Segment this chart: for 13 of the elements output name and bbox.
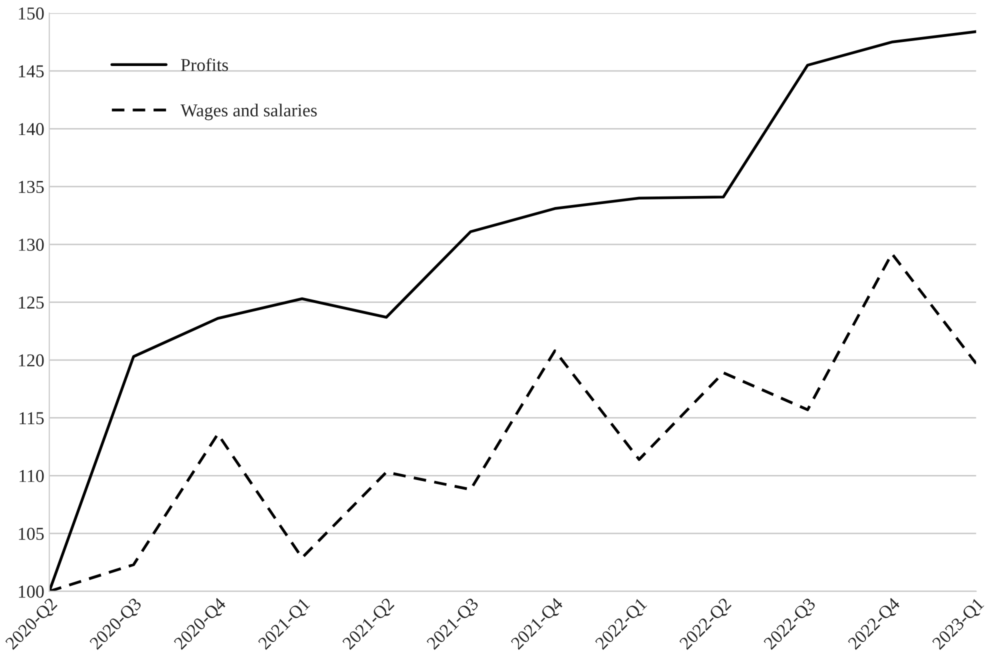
- y-tick-label: 120: [18, 354, 44, 366]
- y-tick-label: 100: [18, 586, 44, 598]
- y-tick-label: 145: [18, 65, 44, 78]
- y-tick-label: 125: [18, 296, 44, 309]
- y-tick-label: 130: [18, 238, 44, 251]
- legend-label: Wages and salaries: [180, 104, 317, 120]
- y-tick-label: 140: [18, 123, 44, 136]
- y-tick-label: 105: [18, 528, 44, 540]
- y-tick-label: 110: [20, 470, 44, 482]
- legend-label: Profits: [181, 58, 228, 72]
- y-tick-label: 115: [20, 412, 44, 424]
- y-tick-label: 150: [18, 7, 44, 20]
- y-tick-label: 135: [18, 180, 44, 194]
